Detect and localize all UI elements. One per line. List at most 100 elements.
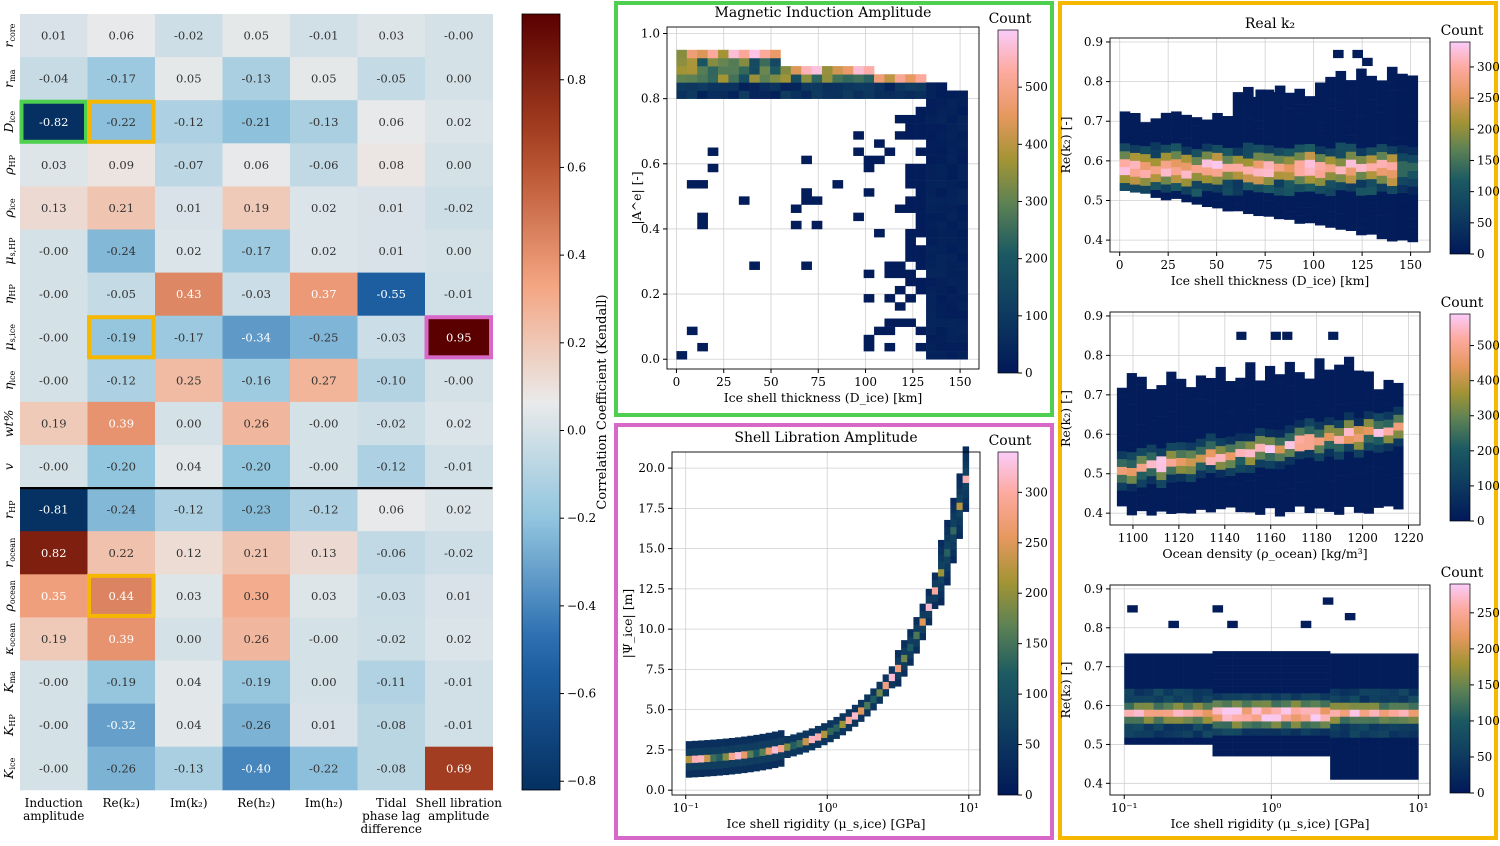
histogram-bin	[1261, 749, 1272, 757]
histogram-bin	[1212, 721, 1223, 729]
histogram-bin	[1388, 716, 1400, 724]
y-axis-label: |A^e| [-]	[629, 171, 644, 224]
histogram-bin	[1383, 379, 1394, 389]
heatmap-cell	[357, 660, 426, 705]
histogram-bin	[1212, 152, 1223, 161]
histogram-bin	[1388, 653, 1400, 661]
histogram-bin	[707, 74, 719, 83]
histogram-bin	[1322, 597, 1334, 605]
histogram-bin	[1393, 501, 1404, 510]
histogram-bin	[1156, 432, 1167, 441]
histogram-bin	[770, 57, 781, 67]
histogram-bin	[884, 342, 896, 352]
histogram-bin	[915, 253, 927, 262]
histogram-bin	[1345, 198, 1357, 208]
histogram-bin	[1146, 404, 1157, 414]
histogram-bin	[1243, 126, 1254, 135]
histogram-bin	[1349, 660, 1360, 668]
histogram-bin	[1343, 459, 1355, 468]
histogram-bin	[1388, 702, 1400, 710]
histogram-bin	[957, 310, 968, 319]
heatmap-cell	[222, 229, 291, 274]
heatmap-value-label: 0.00	[446, 72, 472, 86]
histogram-bin	[938, 583, 945, 591]
histogram-bin	[946, 123, 958, 132]
histogram-bin	[1153, 709, 1164, 717]
histogram-bin	[710, 746, 717, 755]
histogram-bin	[1232, 721, 1243, 729]
histogram-bin	[1166, 458, 1177, 467]
histogram-bin	[1373, 468, 1384, 477]
histogram-bin	[1255, 396, 1266, 405]
histogram-bin	[753, 742, 760, 750]
histogram-bin	[1263, 192, 1275, 201]
histogram-bin	[1408, 695, 1419, 703]
colorbar-tick-label: 0	[1025, 366, 1033, 380]
histogram-bin	[1124, 702, 1135, 710]
y-tick-label: 0.2	[641, 287, 660, 301]
histogram-bin	[1373, 420, 1384, 429]
histogram-bin	[1397, 129, 1408, 138]
histogram-bin	[1253, 191, 1264, 201]
histogram-bin	[741, 751, 748, 759]
histogram-bin	[1304, 167, 1316, 176]
histogram-bin	[1134, 723, 1145, 731]
histogram-bin	[1359, 709, 1370, 717]
column-label: difference	[360, 822, 422, 836]
histogram-bin	[822, 90, 833, 99]
histogram-bin	[1212, 728, 1223, 736]
x-tick-label: 150	[949, 375, 972, 389]
heatmap-value-label: -0.19	[107, 330, 137, 344]
histogram-bin	[1304, 191, 1316, 200]
histogram-bin	[1160, 136, 1172, 145]
histogram-bin	[1359, 765, 1370, 773]
heatmap-cell	[155, 57, 223, 101]
histogram-bin	[1176, 457, 1187, 466]
histogram-bin	[1212, 714, 1223, 722]
histogram-bin	[1124, 688, 1135, 696]
histogram-bin	[1356, 147, 1367, 157]
heatmap-value-label: 0.19	[41, 632, 67, 646]
histogram-bin	[1166, 474, 1177, 483]
histogram-bin	[950, 541, 957, 549]
histogram-bin	[1176, 449, 1187, 458]
histogram-bin	[1290, 651, 1302, 659]
histogram-bin	[1243, 158, 1254, 167]
heatmap-cell	[357, 143, 426, 187]
histogram-bin	[1186, 434, 1197, 443]
histogram-bin	[1281, 707, 1292, 715]
histogram-bin	[1134, 688, 1145, 696]
histogram-bin	[1407, 123, 1419, 132]
heatmap-cell	[357, 186, 426, 230]
histogram-bin	[1373, 483, 1384, 493]
histogram-bin	[1202, 702, 1213, 710]
histogram-bin	[728, 752, 736, 761]
heatmap-cell	[290, 315, 358, 360]
histogram-bin	[957, 294, 968, 303]
heatmap-cell	[357, 100, 426, 144]
histogram-bin	[913, 624, 920, 632]
histogram-bin	[919, 618, 927, 626]
histogram-bin	[1343, 475, 1355, 484]
histogram-bin	[926, 98, 937, 108]
histogram-bin	[1245, 456, 1256, 466]
histogram-bin	[931, 572, 939, 581]
histogram-bin	[1222, 147, 1234, 156]
histogram-bin	[686, 49, 698, 59]
histogram-bin	[1353, 378, 1365, 387]
colorbar-tick-label: 50	[1477, 750, 1492, 764]
heatmap-cell	[357, 617, 426, 661]
histogram-bin	[1225, 467, 1236, 476]
histogram-bin	[738, 90, 750, 99]
heatmap-cell	[290, 531, 358, 575]
histogram-bin	[1383, 443, 1394, 452]
histogram-bin	[936, 98, 948, 108]
histogram-bin	[686, 180, 698, 189]
histogram-bin	[1163, 667, 1174, 675]
histogram-bin	[1356, 116, 1367, 125]
histogram-bin	[1171, 174, 1182, 184]
heatmap-cell	[290, 574, 358, 618]
histogram-bin	[1397, 145, 1408, 154]
heatmap-cell	[155, 703, 223, 748]
histogram-bin	[718, 57, 729, 67]
